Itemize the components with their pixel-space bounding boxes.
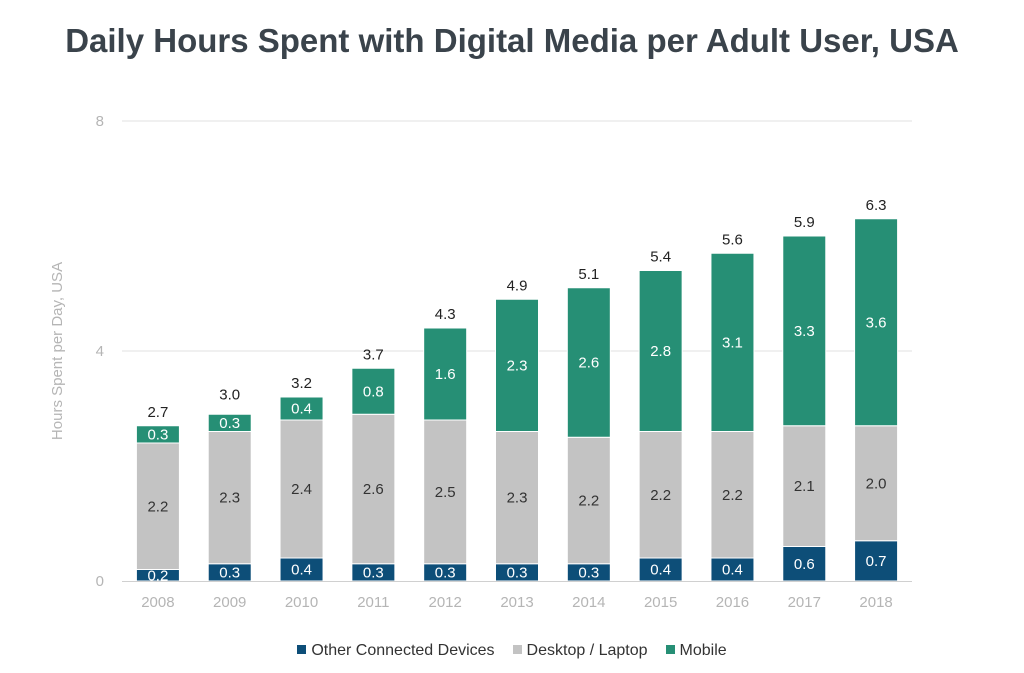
x-tick-label: 2012: [428, 594, 461, 611]
bar-segment: [351, 367, 396, 415]
bar-total-label: 4.9: [507, 277, 528, 294]
bar-segment-label: 0.4: [291, 401, 312, 418]
bar-segment: [135, 442, 180, 570]
legend-label: Other Connected Devices: [311, 642, 495, 659]
bar-segment: [710, 431, 755, 559]
y-tick-label: 0: [96, 573, 104, 590]
bar-segment-label: 2.3: [507, 357, 528, 374]
bar-segment-label: 3.3: [794, 323, 815, 340]
bar-total-label: 2.7: [147, 404, 168, 421]
bar-segment: [638, 270, 683, 432]
bar-segment: [135, 425, 180, 444]
bar-segment-label: 0.8: [363, 383, 384, 400]
bar-segment-label: 1.6: [435, 366, 456, 383]
bar-segment-label: 2.6: [578, 355, 599, 372]
y-tick-label: 8: [96, 113, 104, 130]
bar-total-label: 3.7: [363, 346, 384, 363]
bar-segment-label: 0.2: [147, 567, 168, 584]
bar-segment: [495, 298, 539, 432]
legend-item: Other Connected Devices: [297, 642, 495, 660]
bar-segment-label: 2.5: [435, 484, 456, 501]
bar-segment-label: 2.2: [578, 493, 599, 510]
bar-total-label: 4.3: [435, 306, 456, 323]
bar-segment: [566, 436, 611, 565]
bar-segment: [782, 425, 827, 547]
bar-segment: [495, 431, 539, 565]
bar-segment-label: 2.2: [650, 487, 671, 504]
bar-segment-label: 3.1: [722, 334, 743, 351]
bar-segment-label: 0.7: [866, 553, 887, 570]
chart-title: Daily Hours Spent with Digital Media per…: [65, 22, 959, 59]
bar-segment: [854, 218, 899, 427]
x-tick-label: 2016: [716, 594, 749, 611]
legend-swatch: [512, 645, 522, 654]
bar-segment-label: 0.3: [435, 564, 456, 581]
bar-segment-label: 0.4: [722, 562, 743, 579]
legend-label: Desktop / Laptop: [526, 642, 648, 659]
x-tick-label: 2017: [788, 594, 821, 611]
bar-segment: [279, 419, 324, 559]
bar-segment: [782, 546, 827, 582]
bar-segment: [423, 419, 468, 565]
x-tick-label: 2014: [572, 594, 605, 611]
y-tick-label: 4: [96, 343, 104, 360]
bar-segment-label: 0.6: [794, 556, 815, 573]
bar-segment-label: 0.3: [578, 564, 599, 581]
bar-segment-label: 0.3: [147, 426, 168, 443]
bar-segment: [710, 252, 755, 432]
bar-segment: [638, 431, 683, 559]
legend-item: Mobile: [665, 642, 727, 660]
bar-segment-label: 2.2: [147, 498, 168, 515]
bar-segment-label: 0.4: [650, 562, 671, 579]
bar-segment-label: 0.3: [219, 415, 240, 432]
bar-total-label: 3.2: [291, 375, 312, 392]
bar-total-label: 5.9: [794, 214, 815, 231]
bar-total-label: 6.3: [866, 197, 887, 214]
legend-swatch: [665, 645, 675, 654]
bar-segment: [207, 431, 252, 565]
bar-segment-label: 0.3: [363, 564, 384, 581]
legend-item: Desktop / Laptop: [512, 642, 648, 660]
x-tick-label: 2008: [141, 594, 174, 611]
x-tick-label: 2011: [357, 594, 389, 611]
bar-segment-label: 2.2: [722, 487, 743, 504]
bar-segment-label: 2.3: [507, 490, 528, 507]
x-tick-label: 2009: [213, 594, 246, 611]
bar-total-label: 5.1: [578, 266, 599, 283]
bar-segment: [423, 327, 468, 421]
bar-segment-label: 2.6: [363, 481, 384, 498]
bar-segment: [207, 413, 252, 432]
bar-segment: [854, 425, 899, 542]
bar-segment-label: 0.3: [219, 564, 240, 581]
bar-segment-label: 2.1: [794, 478, 815, 495]
bar-total-label: 3.0: [219, 387, 240, 404]
x-tick-label: 2015: [644, 594, 677, 611]
x-tick-label: 2018: [859, 594, 892, 611]
bar-segment: [566, 287, 611, 438]
chart-legend: Other Connected Devices Desktop / Laptop M…: [0, 642, 1024, 660]
bar-segment-label: 0.4: [291, 562, 312, 579]
x-tick-label: 2010: [285, 594, 318, 611]
bar-segment-label: 2.0: [866, 475, 887, 492]
legend-swatch: [297, 645, 307, 654]
bar-segment-label: 3.6: [866, 314, 887, 331]
bar-segment: [351, 413, 396, 565]
bar-segment-label: 2.4: [291, 481, 312, 498]
bar-segment-label: 2.8: [650, 343, 671, 360]
bar-segment-label: 2.3: [219, 490, 240, 507]
bar-total-label: 5.6: [722, 231, 743, 248]
y-axis-label: Hours Spent per Day, USA: [49, 262, 66, 440]
bar-total-label: 5.4: [650, 249, 671, 266]
x-tick-label: 2013: [500, 594, 533, 611]
bar-segment-label: 0.3: [507, 564, 528, 581]
bar-segment: [782, 235, 827, 427]
legend-label: Mobile: [679, 642, 727, 659]
bar-segment: [279, 396, 324, 421]
